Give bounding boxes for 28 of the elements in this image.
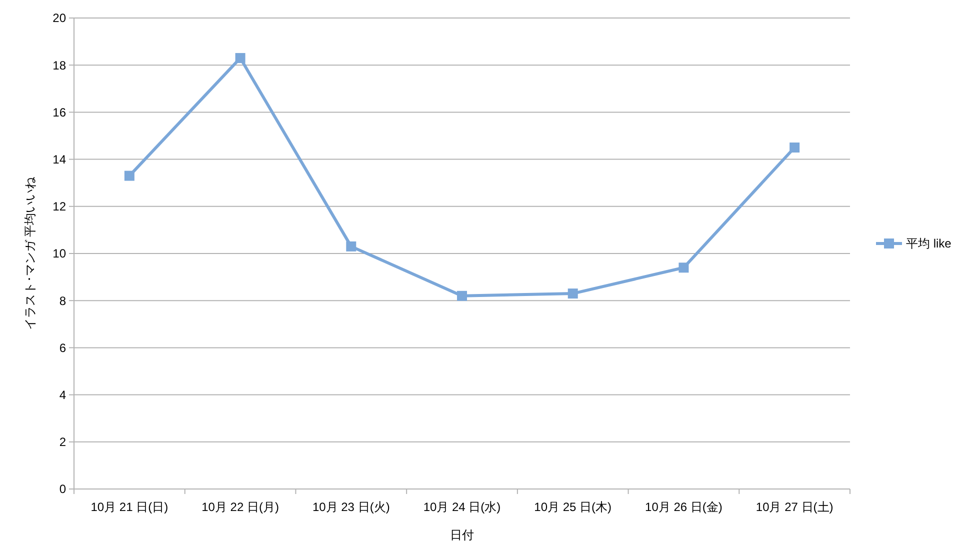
y-tick-label: 18	[52, 58, 66, 72]
y-tick-label: 0	[59, 482, 66, 496]
y-tick-label: 6	[59, 340, 66, 355]
x-tick-label: 10月 23 日(火)	[312, 500, 390, 514]
x-tick-label: 10月 22 日(月)	[202, 500, 279, 514]
x-tick-label: 10月 27 日(土)	[756, 500, 834, 514]
y-tick-label: 20	[52, 11, 66, 26]
point	[568, 288, 578, 299]
y-axis-title: イラスト･マンガ 平均いいね	[23, 176, 37, 330]
y-tick-label: 8	[59, 294, 66, 308]
x-tick-label: 10月 26 日(金)	[645, 500, 722, 514]
point	[346, 241, 356, 252]
y-tick-label: 14	[52, 152, 66, 166]
y-tick-label: 12	[52, 200, 66, 214]
point	[678, 262, 689, 273]
y-tick-label: 10	[52, 246, 66, 261]
y-tick-label: 2	[59, 435, 66, 450]
y-tick-label: 16	[52, 105, 66, 120]
point	[790, 142, 800, 153]
x-tick-label: 10月 24 日(水)	[423, 500, 501, 514]
x-axis-title: 日付	[450, 528, 474, 542]
x-tick-label: 10月 25 日(木)	[534, 500, 612, 514]
point	[235, 53, 246, 64]
point	[124, 170, 134, 181]
point	[457, 290, 467, 301]
x-tick-label: 10月 21 日(日)	[90, 500, 168, 514]
legend-label: 平均 like	[906, 236, 952, 251]
y-tick-label: 4	[59, 388, 66, 402]
